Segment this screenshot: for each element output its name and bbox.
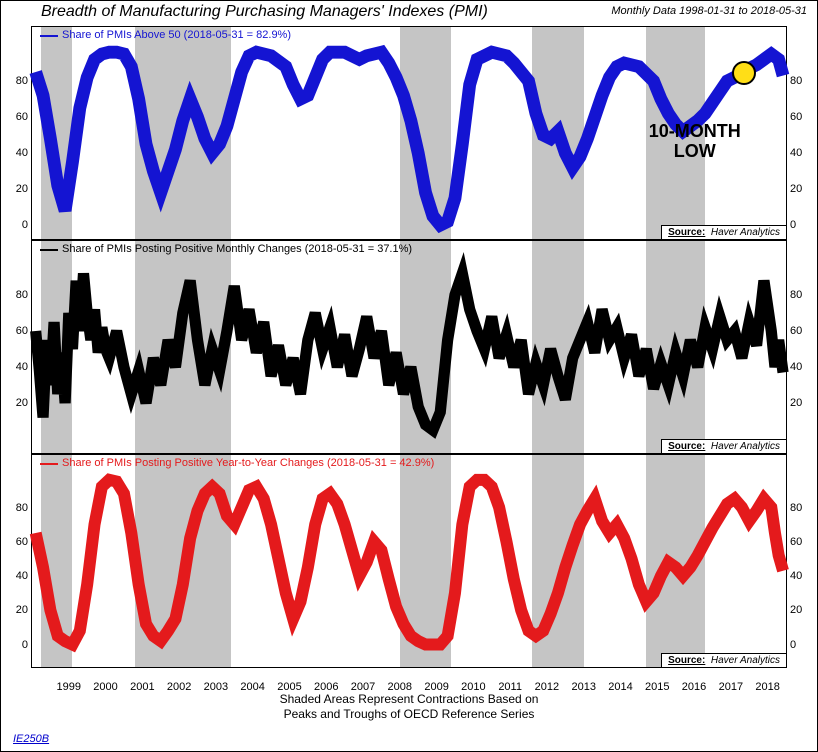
- chart-panel-1: Share of PMIs Above 50 (2018-05-31 = 82.…: [31, 26, 787, 240]
- y-tick-left: 60: [8, 111, 28, 123]
- source-label: Source:: [668, 441, 705, 452]
- line-svg: [32, 259, 786, 439]
- line-svg: [32, 473, 786, 653]
- plot-area: 2020404060608080: [32, 259, 786, 439]
- highlight-marker-icon: [732, 61, 756, 85]
- panel-legend: Share of PMIs Above 50 (2018-05-31 = 82.…: [62, 29, 291, 41]
- y-tick-left: 40: [8, 147, 28, 159]
- panel-legend: Share of PMIs Posting Positive Year-to-Y…: [62, 457, 434, 469]
- source-box: Source: Haver Analytics: [661, 225, 786, 239]
- source-label: Source:: [668, 655, 705, 666]
- legend-line: [40, 249, 58, 251]
- code-link[interactable]: IE250B: [13, 733, 49, 745]
- y-tick-right: 80: [790, 75, 810, 87]
- y-tick-left: 0: [8, 219, 28, 231]
- y-tick-left: 80: [8, 502, 28, 514]
- chart-container: Breadth of Manufacturing Purchasing Mana…: [0, 0, 818, 752]
- y-tick-right: 20: [790, 397, 810, 409]
- date-range-label: Monthly Data 1998-01-31 to 2018-05-31: [611, 5, 807, 17]
- source-box: Source: Haver Analytics: [661, 439, 786, 453]
- y-tick-right: 0: [790, 639, 810, 651]
- chart-title: Breadth of Manufacturing Purchasing Mana…: [41, 3, 488, 21]
- y-tick-left: 40: [8, 361, 28, 373]
- y-tick-left: 0: [8, 639, 28, 651]
- y-tick-right: 40: [790, 570, 810, 582]
- y-tick-right: 40: [790, 361, 810, 373]
- source-box: Source: Haver Analytics: [661, 653, 786, 667]
- y-tick-left: 80: [8, 289, 28, 301]
- y-tick-left: 80: [8, 75, 28, 87]
- y-tick-right: 60: [790, 536, 810, 548]
- y-tick-right: 20: [790, 604, 810, 616]
- source-label: Source:: [668, 227, 705, 238]
- y-tick-right: 60: [790, 325, 810, 337]
- caption-line-2: Peaks and Troughs of OECD Reference Seri…: [284, 707, 535, 721]
- data-line: [36, 480, 783, 645]
- source-text: Haver Analytics: [711, 655, 780, 666]
- y-tick-left: 20: [8, 397, 28, 409]
- y-tick-right: 40: [790, 147, 810, 159]
- source-text: Haver Analytics: [711, 441, 780, 452]
- y-tick-left: 60: [8, 325, 28, 337]
- y-tick-left: 40: [8, 570, 28, 582]
- y-tick-right: 60: [790, 111, 810, 123]
- caption-line-1: Shaded Areas Represent Contractions Base…: [280, 692, 539, 706]
- source-text: Haver Analytics: [711, 227, 780, 238]
- panel-legend: Share of PMIs Posting Positive Monthly C…: [62, 243, 412, 255]
- charts-area: Share of PMIs Above 50 (2018-05-31 = 82.…: [31, 26, 787, 669]
- y-tick-left: 20: [8, 604, 28, 616]
- legend-line: [40, 463, 58, 465]
- y-tick-right: 20: [790, 183, 810, 195]
- y-tick-left: 60: [8, 536, 28, 548]
- y-tick-left: 20: [8, 183, 28, 195]
- y-tick-right: 80: [790, 502, 810, 514]
- plot-area: 0020204040606080801999200020012002200320…: [32, 473, 786, 653]
- caption: Shaded Areas Represent Contractions Base…: [1, 692, 817, 723]
- data-line: [36, 274, 783, 431]
- annotation-text: 10-MONTHLOW: [649, 122, 741, 162]
- y-tick-right: 80: [790, 289, 810, 301]
- chart-panel-2: Share of PMIs Posting Positive Monthly C…: [31, 240, 787, 454]
- chart-panel-3: Share of PMIs Posting Positive Year-to-Y…: [31, 454, 787, 668]
- legend-line: [40, 35, 58, 37]
- y-tick-right: 0: [790, 219, 810, 231]
